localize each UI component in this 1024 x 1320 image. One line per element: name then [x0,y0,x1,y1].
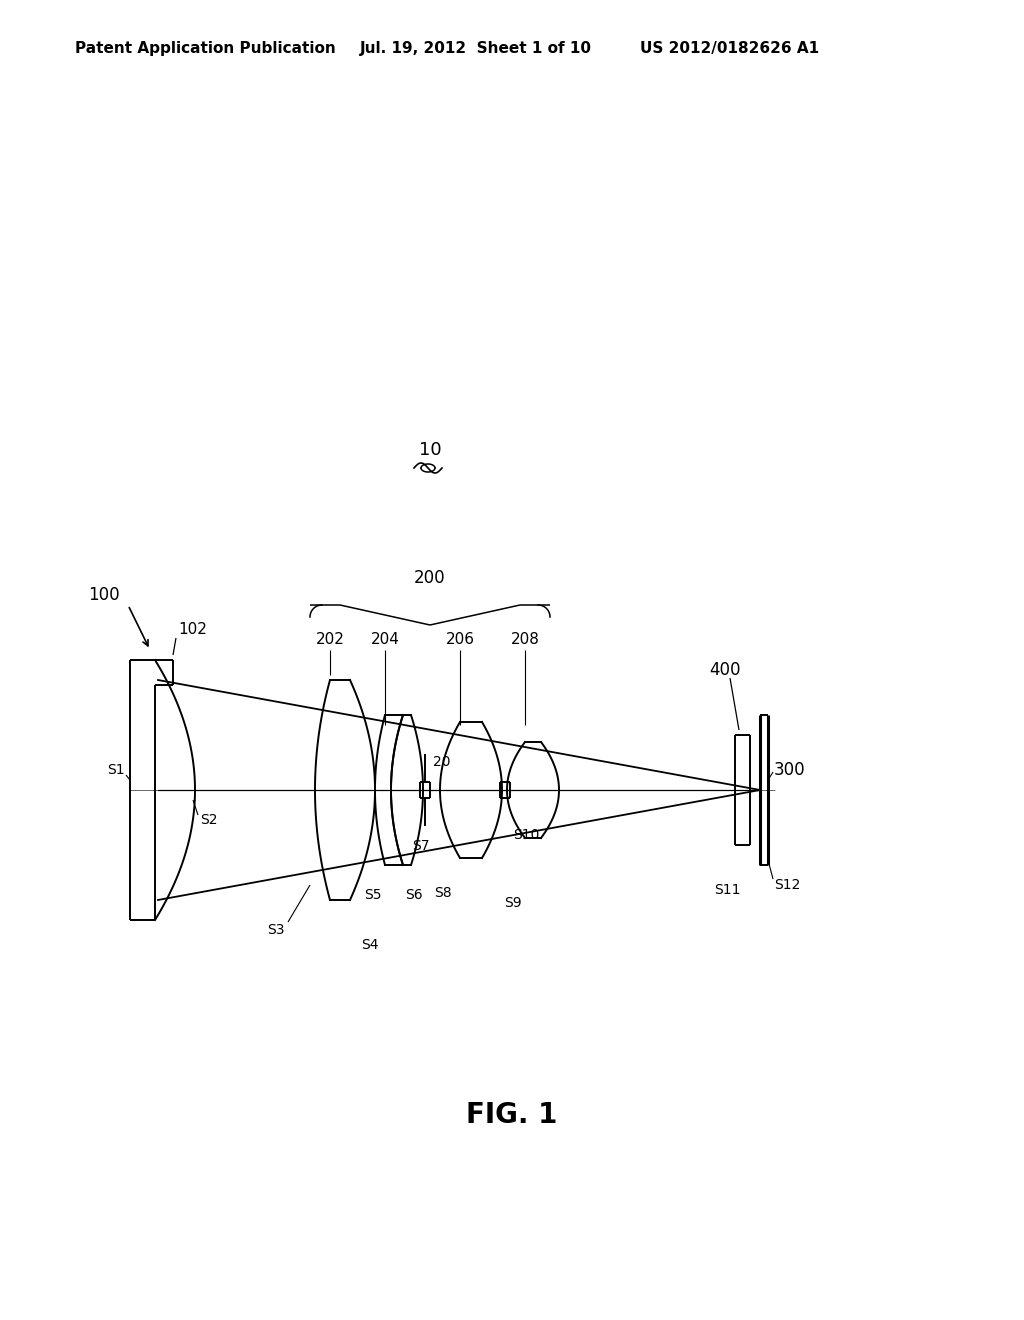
Text: 20: 20 [433,755,451,770]
Text: S1: S1 [108,763,125,777]
Text: S5: S5 [365,888,382,902]
Text: S3: S3 [267,923,285,937]
Text: US 2012/0182626 A1: US 2012/0182626 A1 [640,41,819,55]
Text: S10: S10 [513,828,540,842]
Text: S7: S7 [413,840,430,853]
Text: S8: S8 [434,886,452,900]
Text: S6: S6 [406,888,423,902]
Text: 102: 102 [178,623,207,638]
Text: Patent Application Publication: Patent Application Publication [75,41,336,55]
Text: 206: 206 [445,632,474,648]
Text: S2: S2 [200,813,217,828]
Text: 300: 300 [774,762,806,779]
Text: 10: 10 [419,441,441,459]
Text: 100: 100 [88,586,120,605]
Text: S9: S9 [504,896,521,909]
Text: 400: 400 [710,661,740,678]
Text: 202: 202 [315,632,344,648]
Text: 208: 208 [511,632,540,648]
Text: Jul. 19, 2012  Sheet 1 of 10: Jul. 19, 2012 Sheet 1 of 10 [360,41,592,55]
Text: S11: S11 [714,883,740,898]
Text: 200: 200 [414,569,445,587]
Text: FIG. 1: FIG. 1 [466,1101,558,1129]
Text: S12: S12 [774,878,801,892]
Text: 204: 204 [371,632,399,648]
Text: S4: S4 [361,939,379,952]
